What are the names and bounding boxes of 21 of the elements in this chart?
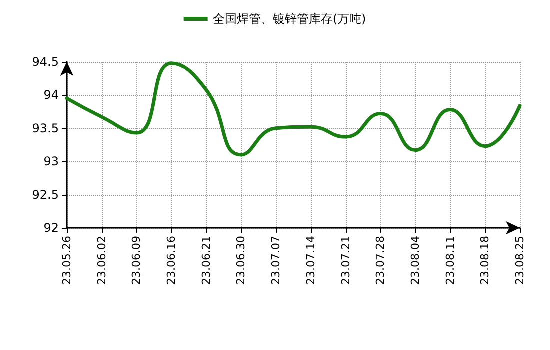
x-tick-label: 23.07.21	[339, 236, 352, 285]
y-tick-label: 94.5	[32, 55, 59, 69]
y-tick-label: 92	[44, 221, 59, 235]
x-tick-label: 23.08.11	[444, 236, 457, 285]
y-tick-label: 94	[44, 88, 59, 102]
y-tick-label: 93	[44, 154, 59, 169]
x-tick-label: 23.06.21	[200, 236, 213, 285]
x-tick-label: 23.07.28	[374, 236, 388, 285]
x-tick-label: 23.08.18	[478, 236, 492, 285]
x-tick-label: 23.07.14	[304, 236, 318, 285]
x-tick-label: 23.07.07	[270, 236, 283, 285]
x-tick-label: 23.06.30	[234, 236, 248, 285]
x-tick-label: 23.06.02	[95, 236, 108, 285]
y-tick-label: 93.5	[32, 121, 59, 136]
x-tick-label: 23.08.04	[408, 236, 422, 285]
legend-label: 全国焊管、镀锌管库存(万吨)	[212, 12, 366, 26]
y-tick-label: 92.5	[32, 188, 59, 202]
x-tick-label: 23.06.09	[130, 236, 144, 285]
x-tick-label: 23.06.16	[165, 236, 178, 285]
x-tick-label: 23.08.25	[514, 236, 526, 285]
x-tick-label: 23.05.26	[60, 236, 74, 285]
